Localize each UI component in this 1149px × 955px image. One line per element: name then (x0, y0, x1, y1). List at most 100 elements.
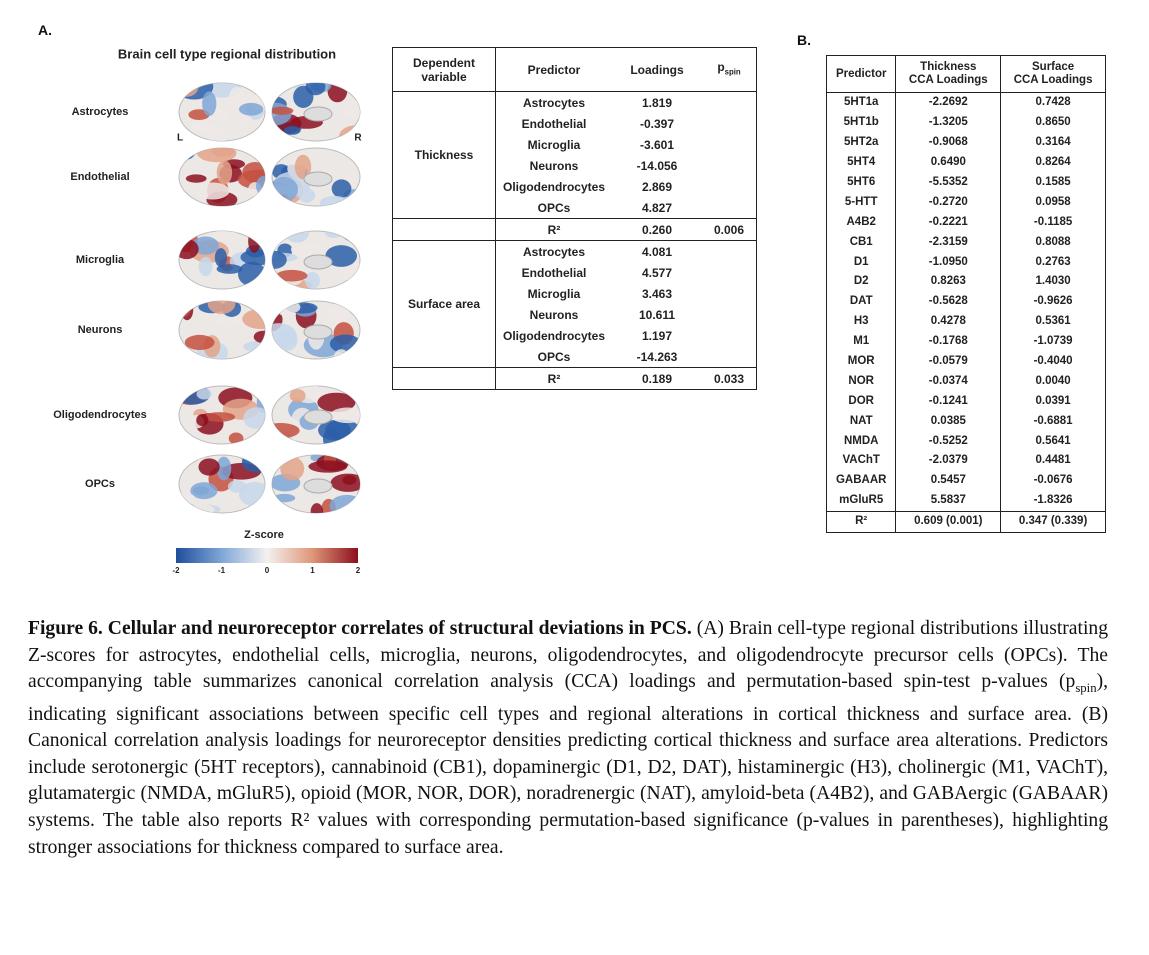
table-row: A4B2 -0.2221 -0.1185 (825, 212, 1106, 233)
table-row: DAT -0.5628 -0.9626 (825, 291, 1106, 312)
receptor-table: Predictor Thickness CCA Loadings Surface CCA… (825, 55, 1106, 533)
predictor: 5HT6 (825, 172, 896, 193)
header-subscript: spin (724, 67, 741, 77)
loading: 0.0391 (1000, 391, 1106, 412)
loading: -0.0676 (1000, 470, 1106, 491)
header-cell: Surface CCA Loadings (1000, 55, 1106, 93)
loading: -1.0739 (1000, 331, 1106, 352)
colorbar-tick: 1 (310, 566, 315, 575)
cell-type-label: Astrocytes (72, 106, 129, 118)
header-text: Thickness (920, 61, 977, 73)
empty-cell (702, 325, 757, 346)
loading: 0.8263 (895, 272, 1001, 292)
empty-cell (702, 155, 757, 176)
predictor: Neurons (529, 307, 579, 322)
loading: 0.6490 (895, 152, 1001, 173)
loading: -0.6881 (1000, 411, 1106, 432)
predictor: Astrocytes (522, 95, 586, 110)
table-row: 5HT1b -1.3205 0.8650 (825, 112, 1106, 133)
r2-row: R² 0.189 0.033 (392, 367, 757, 390)
loading: -0.5252 (895, 431, 1001, 452)
loading: -0.2720 (895, 192, 1001, 213)
loading: 0.7428 (1000, 92, 1106, 113)
table-row: MOR -0.0579 -0.4040 (825, 351, 1106, 372)
loading: -0.0374 (895, 371, 1001, 392)
loading: 3.463 (641, 286, 673, 301)
loading: 1.4030 (1000, 272, 1106, 292)
loading: 0.0958 (1000, 192, 1106, 213)
predictor: DOR (825, 391, 896, 412)
empty-cell (702, 92, 757, 114)
header-text: CCA Loadings (1013, 74, 1093, 86)
header-cell: Dependent variable (392, 47, 496, 92)
loading: 0.4278 (895, 311, 1001, 332)
table-row: 5-HTT -0.2720 0.0958 (825, 192, 1106, 213)
brain-medial (303, 254, 333, 270)
predictor: 5HT4 (825, 152, 896, 173)
caption-text: spin (1075, 681, 1097, 696)
table-row: 5HT1a -2.2692 0.7428 (825, 92, 1106, 113)
predictor: MOR (825, 351, 896, 372)
loading: 0.8264 (1000, 152, 1106, 173)
loading: 1.819 (641, 95, 673, 110)
table-row: H3 0.4278 0.5361 (825, 311, 1106, 332)
cell-type-table: Dependent variable Predictor Loadings pspin… (392, 47, 757, 390)
loading: -0.2221 (895, 212, 1001, 233)
panel-label: B. (797, 32, 811, 48)
hemisphere-label: R (354, 133, 362, 144)
predictor: 5HT1b (825, 112, 896, 133)
empty-cell (702, 176, 757, 197)
table-row: D1 -1.0950 0.2763 (825, 252, 1106, 273)
table-row: 5HT4 0.6490 0.8264 (825, 152, 1106, 173)
empty-cell (702, 134, 757, 155)
predictor: NOR (825, 371, 896, 392)
empty-cell (702, 346, 757, 368)
loading: -0.1768 (895, 331, 1001, 352)
table-row: 5HT6 -5.5352 0.1585 (825, 172, 1106, 193)
loading: -2.3159 (895, 232, 1001, 253)
r2-cell: 0.347 (0.339) (1000, 510, 1106, 533)
predictor: 5HT2a (825, 132, 896, 153)
colorbar-tick: 2 (356, 566, 361, 575)
brain-medial (303, 409, 333, 425)
r2-loading: 0.189 (612, 367, 702, 390)
empty-cell (702, 241, 757, 263)
brain-medial (303, 478, 333, 494)
empty-cell (702, 262, 757, 283)
caption-text: (A) Brain cell-type regional distributio… (28, 618, 1108, 693)
table-row: Oligodendrocytes 1.197 (393, 325, 757, 346)
predictor: OPCs (537, 349, 571, 364)
table-row: Surface area Astrocytes 4.081 (392, 240, 757, 368)
r2-row: R² 0.260 0.006 (392, 218, 757, 241)
header-text: Surface (1032, 61, 1075, 73)
predictor: OPCs (537, 200, 571, 215)
header-cell: Predictor (495, 47, 612, 92)
colorbar-title: Z-score (244, 529, 284, 541)
predictor: Microglia (527, 137, 581, 152)
loading: 0.1585 (1000, 172, 1106, 193)
table-row: Neurons 10.611 (393, 304, 757, 325)
brain-pattern (272, 386, 360, 444)
figure-caption: Figure 6. Cellular and neuroreceptor cor… (28, 616, 1108, 861)
predictor: mGluR5 (825, 490, 896, 512)
predictor: D1 (825, 252, 896, 273)
loading: 0.0040 (1000, 371, 1106, 392)
cell-type-label: Neurons (78, 324, 123, 336)
brain-maps: Brain cell type regional distribution L … (53, 46, 362, 575)
loading: -2.0379 (895, 451, 1001, 471)
predictor: D2 (825, 272, 896, 292)
header-cell: Thickness CCA Loadings (895, 55, 1001, 93)
table-row: NAT 0.0385 -0.6881 (825, 411, 1106, 432)
predictor: NMDA (825, 431, 896, 452)
header-cell: pspin (702, 47, 757, 92)
header-row: Dependent variable Predictor Loadings pspin (392, 47, 757, 92)
predictor: Neurons (529, 158, 579, 173)
empty-cell (392, 367, 496, 390)
predictor: NAT (825, 411, 896, 432)
predictor: DAT (825, 291, 896, 312)
predictor: H3 (825, 311, 896, 332)
loading: -3.601 (639, 137, 675, 152)
caption-text: ), indicating significant associations b… (28, 671, 1108, 858)
loading: -14.056 (636, 158, 678, 173)
